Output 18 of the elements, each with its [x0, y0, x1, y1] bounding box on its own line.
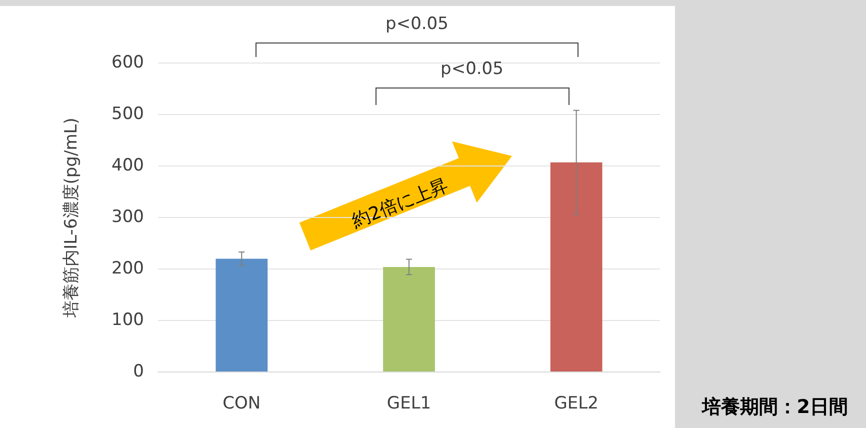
- bar: [383, 266, 435, 372]
- text: p<0.05: [386, 14, 448, 34]
- x-tick-label: GEL2: [554, 394, 598, 414]
- x-tick-label: CON: [222, 394, 261, 414]
- y-axis-title: 培養筋内IL-6濃度(pg/mL): [62, 118, 82, 318]
- y-tick-label: 600: [112, 52, 144, 72]
- text: 培養期間：2日間: [702, 395, 848, 420]
- y-tick-label: 200: [112, 258, 144, 278]
- y-tick-label: 400: [112, 155, 144, 176]
- annotation: 約2倍に上昇: [348, 174, 452, 234]
- y-tick-label: 0: [133, 361, 144, 382]
- annotation: p<0.05: [440, 59, 504, 79]
- y-tick-label: 300: [112, 206, 144, 227]
- bar: [216, 258, 268, 372]
- y-tick-label: 500: [112, 104, 144, 124]
- bar: [550, 162, 602, 372]
- y-tick-label: 100: [112, 310, 144, 330]
- x-tick-label: GEL1: [386, 394, 432, 414]
